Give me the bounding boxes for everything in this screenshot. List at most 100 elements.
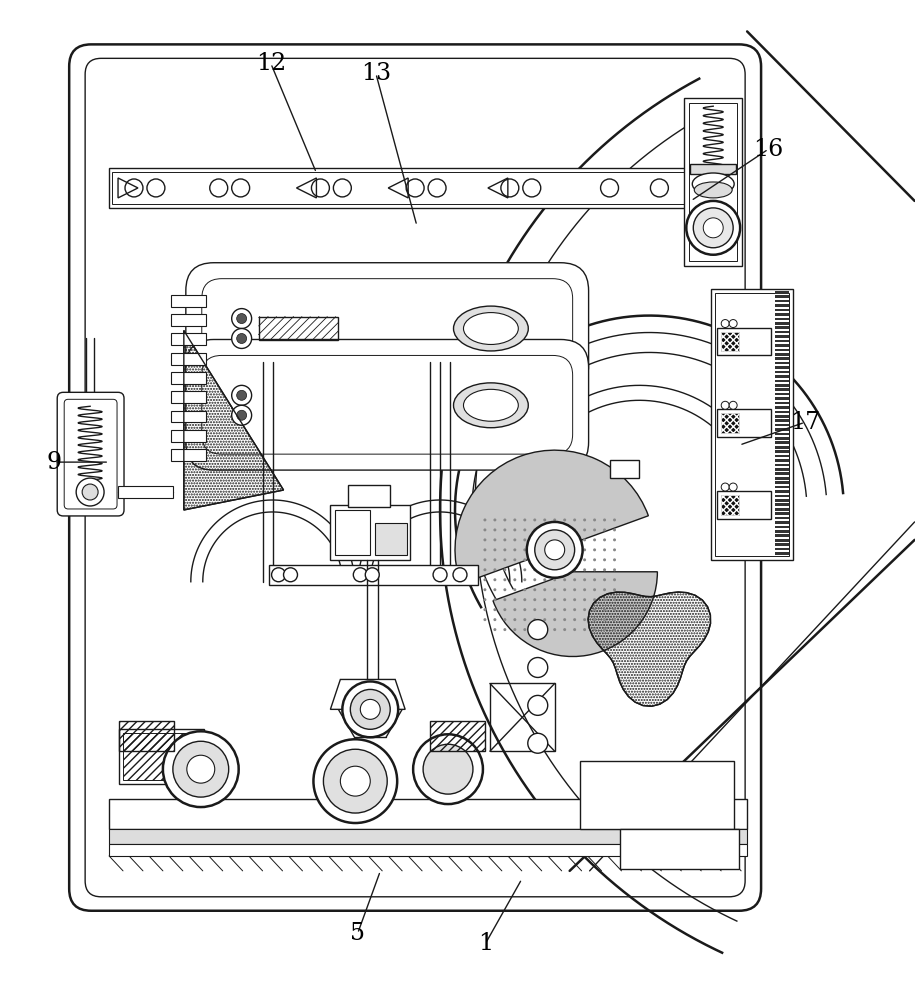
Circle shape (613, 568, 616, 571)
Circle shape (603, 538, 606, 541)
Ellipse shape (692, 173, 734, 195)
FancyBboxPatch shape (70, 44, 761, 911)
Bar (609, 460, 639, 478)
Circle shape (513, 618, 517, 621)
Circle shape (613, 518, 616, 521)
Ellipse shape (463, 313, 518, 344)
Circle shape (484, 568, 486, 571)
Circle shape (593, 628, 596, 631)
Circle shape (504, 548, 507, 551)
Bar (775, 512, 789, 515)
Circle shape (563, 628, 566, 631)
Circle shape (494, 528, 496, 531)
FancyBboxPatch shape (186, 263, 589, 393)
Bar (684, 98, 742, 266)
Circle shape (504, 598, 507, 601)
Bar (775, 397, 789, 400)
Circle shape (603, 548, 606, 551)
Circle shape (528, 733, 548, 753)
Circle shape (354, 568, 367, 582)
Bar (775, 534, 789, 537)
Bar (109, 844, 747, 856)
Circle shape (583, 518, 586, 521)
Bar (171, 449, 206, 461)
Circle shape (573, 588, 576, 591)
Circle shape (311, 179, 330, 197)
Bar (171, 411, 206, 422)
Circle shape (494, 618, 496, 621)
Circle shape (504, 578, 507, 581)
Circle shape (504, 608, 507, 611)
Circle shape (573, 518, 576, 521)
Bar (775, 362, 789, 364)
Circle shape (173, 741, 229, 797)
Circle shape (350, 689, 390, 729)
Bar (112, 172, 738, 204)
Bar (775, 344, 789, 347)
Bar (775, 499, 789, 502)
Bar (775, 517, 789, 519)
Bar (775, 459, 789, 462)
Circle shape (593, 608, 596, 611)
Circle shape (563, 578, 566, 581)
Circle shape (494, 598, 496, 601)
Circle shape (533, 518, 536, 521)
Circle shape (553, 528, 556, 531)
Bar (775, 393, 789, 395)
Circle shape (583, 628, 586, 631)
Circle shape (494, 588, 496, 591)
Bar (119, 729, 203, 784)
Circle shape (553, 608, 556, 611)
Circle shape (729, 483, 737, 491)
Bar (721, 332, 739, 351)
Circle shape (573, 628, 576, 631)
Circle shape (543, 618, 546, 621)
FancyBboxPatch shape (202, 355, 572, 454)
Circle shape (533, 628, 536, 631)
Bar (775, 526, 789, 528)
Circle shape (210, 179, 228, 197)
Circle shape (583, 548, 586, 551)
Bar (775, 322, 789, 325)
FancyBboxPatch shape (57, 392, 124, 516)
Circle shape (650, 179, 669, 197)
Circle shape (433, 568, 447, 582)
Bar (775, 543, 789, 546)
Circle shape (535, 530, 574, 570)
Circle shape (533, 568, 536, 571)
Circle shape (593, 538, 596, 541)
Circle shape (613, 618, 616, 621)
Circle shape (613, 608, 616, 611)
Ellipse shape (694, 182, 732, 198)
Bar (775, 495, 789, 497)
Bar (775, 486, 789, 488)
Circle shape (545, 540, 564, 560)
Circle shape (553, 618, 556, 621)
Circle shape (232, 405, 252, 425)
Wedge shape (455, 450, 649, 584)
Bar (721, 413, 739, 433)
Circle shape (428, 179, 446, 197)
Circle shape (365, 568, 379, 582)
Bar (619, 829, 739, 869)
Circle shape (693, 208, 733, 248)
Circle shape (484, 528, 486, 531)
Circle shape (563, 588, 566, 591)
Circle shape (513, 608, 517, 611)
Bar (775, 424, 789, 426)
Bar (775, 503, 789, 506)
Bar (775, 464, 789, 466)
Circle shape (583, 608, 586, 611)
Bar (775, 304, 789, 307)
Circle shape (593, 598, 596, 601)
Circle shape (563, 528, 566, 531)
Circle shape (593, 618, 596, 621)
Circle shape (341, 766, 370, 796)
Circle shape (494, 568, 496, 571)
Circle shape (613, 578, 616, 581)
Bar (721, 413, 739, 433)
Circle shape (76, 478, 104, 506)
Bar (775, 388, 789, 391)
Circle shape (523, 518, 527, 521)
Circle shape (504, 588, 507, 591)
